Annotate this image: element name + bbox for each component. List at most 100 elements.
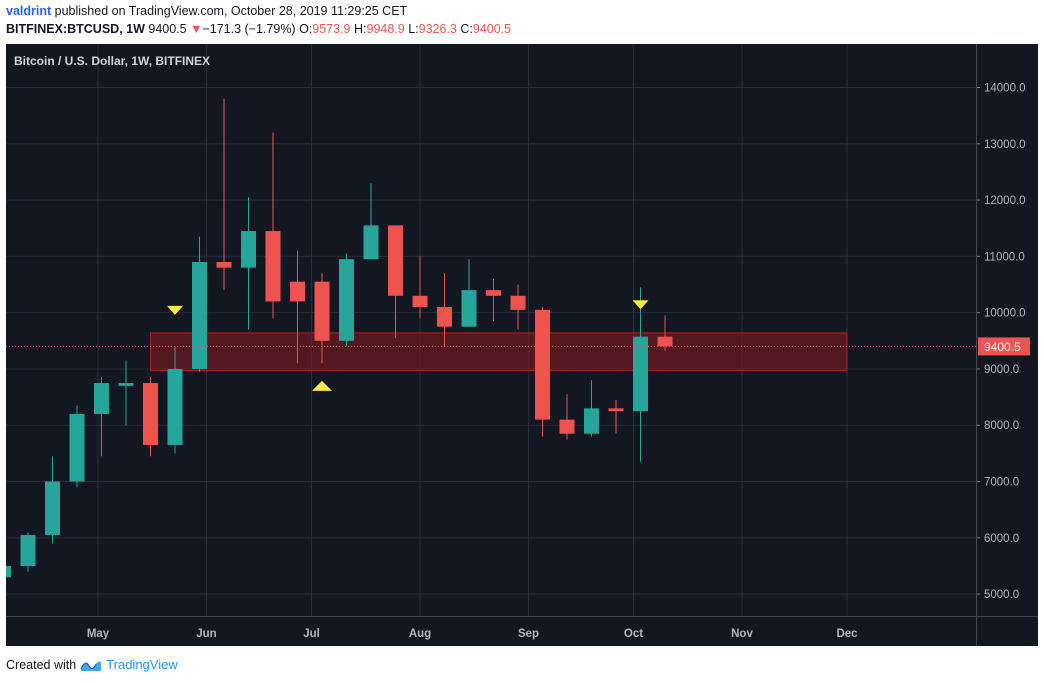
change-down-icon: ▼ <box>190 22 203 36</box>
candle <box>167 346 183 454</box>
axes: 5000.0 6000.0 7000.0 8000.0 9000.0 10000.0 110… <box>6 44 1038 646</box>
candle-body <box>265 231 281 302</box>
candle-body <box>437 307 452 327</box>
candle <box>559 394 575 440</box>
candle <box>461 259 477 327</box>
candle <box>20 532 36 572</box>
candle-body <box>461 290 477 327</box>
candles <box>6 98 673 578</box>
open-label: O: <box>299 22 313 36</box>
candle-body <box>363 225 379 260</box>
tradingview-brand[interactable]: TradingView <box>106 657 178 672</box>
ohlc-legend: BITFINEX:BTCUSD, 1W 9400.5 ▼−171.3 (−1.7… <box>6 22 511 36</box>
candle <box>216 98 232 291</box>
candle <box>143 377 158 457</box>
y-tick-label: 12000.0 <box>984 195 1026 207</box>
candle-body <box>6 565 11 578</box>
candlestick-chart[interactable]: 5000.0 6000.0 7000.0 8000.0 9000.0 10000.0 110… <box>6 44 1038 646</box>
publish-info: valdrint published on TradingView.com, O… <box>6 4 407 18</box>
candle <box>437 273 452 347</box>
candle <box>118 360 134 426</box>
candle-body <box>192 261 207 369</box>
low-label: L: <box>408 22 419 36</box>
candle <box>69 405 85 488</box>
candle-body <box>608 408 624 412</box>
candle-body <box>314 281 330 341</box>
x-tick-label: Jun <box>196 628 216 640</box>
candle-body <box>143 383 158 445</box>
markers <box>167 300 649 391</box>
last-price-badge <box>978 337 1030 356</box>
candle <box>363 183 379 260</box>
y-tick-label: 6000.0 <box>984 533 1019 545</box>
candle-body <box>20 535 36 566</box>
candle <box>314 273 330 364</box>
published-text: published on TradingView.com, October 28… <box>54 4 408 18</box>
high-value: 9948.9 <box>366 22 405 36</box>
y-tick-label: 14000.0 <box>984 83 1026 95</box>
last-price-label: 9400.5 <box>984 340 1021 354</box>
candle <box>584 380 599 437</box>
candle-body <box>388 225 403 296</box>
y-tick-label: 11000.0 <box>984 251 1025 263</box>
candle-body <box>633 336 648 412</box>
created-with-text: Created with <box>6 657 77 672</box>
candle <box>192 236 207 372</box>
open-value: 9573.9 <box>312 22 351 36</box>
change-value: −171.3 (−1.79%) <box>202 22 296 36</box>
candle <box>94 377 109 457</box>
candle <box>339 253 354 347</box>
candle-body <box>559 419 575 434</box>
marker-triangle-down-icon <box>167 305 183 315</box>
candle-body <box>657 336 673 347</box>
candle <box>486 278 501 322</box>
candle-body <box>290 281 305 302</box>
last-price: 9400.5 <box>148 22 187 36</box>
y-tick-label: 13000.0 <box>984 139 1026 151</box>
high-label: H: <box>354 22 367 36</box>
candle-body <box>94 383 109 414</box>
y-tick-label: 7000.0 <box>984 477 1019 489</box>
close-label: C: <box>460 22 473 36</box>
candle <box>633 287 648 462</box>
y-tick-label: 5000.0 <box>984 589 1019 601</box>
candle <box>265 132 281 319</box>
candle-body <box>118 383 134 386</box>
symbol-label: BITFINEX:BTCUSD, 1W <box>6 22 145 36</box>
candle <box>412 256 428 319</box>
candle-body <box>339 259 354 341</box>
candle-body <box>241 231 256 268</box>
grid <box>6 44 976 616</box>
candle-body <box>216 261 232 268</box>
candle-body <box>69 413 85 482</box>
author-link[interactable]: valdrint <box>6 4 52 18</box>
y-tick-label: 10000.0 <box>984 308 1026 320</box>
candle <box>657 315 673 351</box>
zone-layer <box>150 332 848 372</box>
support-resistance-zone <box>150 332 848 372</box>
candle <box>241 197 256 330</box>
x-tick-label: Dec <box>836 628 858 640</box>
candle <box>510 284 526 330</box>
candle <box>6 565 11 578</box>
x-tick-label: May <box>87 628 110 640</box>
chart-title: Bitcoin / U.S. Dollar, 1W, BITFINEX <box>14 54 210 68</box>
candle <box>535 307 550 437</box>
marker-triangle-up-icon <box>312 380 332 391</box>
x-tick-label: Nov <box>731 628 753 640</box>
x-tick-label: Jul <box>303 628 320 640</box>
candle-body <box>45 481 60 536</box>
low-value: 9326.3 <box>418 22 457 36</box>
y-tick-label: 8000.0 <box>984 420 1019 432</box>
candle <box>290 250 305 364</box>
candle-body <box>535 309 550 420</box>
candle-body <box>412 295 428 308</box>
candle-body <box>584 408 599 434</box>
y-tick-label: 9000.0 <box>984 364 1019 376</box>
candle-body <box>167 368 183 445</box>
candle <box>608 399 624 434</box>
marker-triangle-down-icon <box>632 300 649 310</box>
x-tick-label: Oct <box>624 628 643 640</box>
candle <box>45 456 60 544</box>
candle-body <box>510 295 526 310</box>
